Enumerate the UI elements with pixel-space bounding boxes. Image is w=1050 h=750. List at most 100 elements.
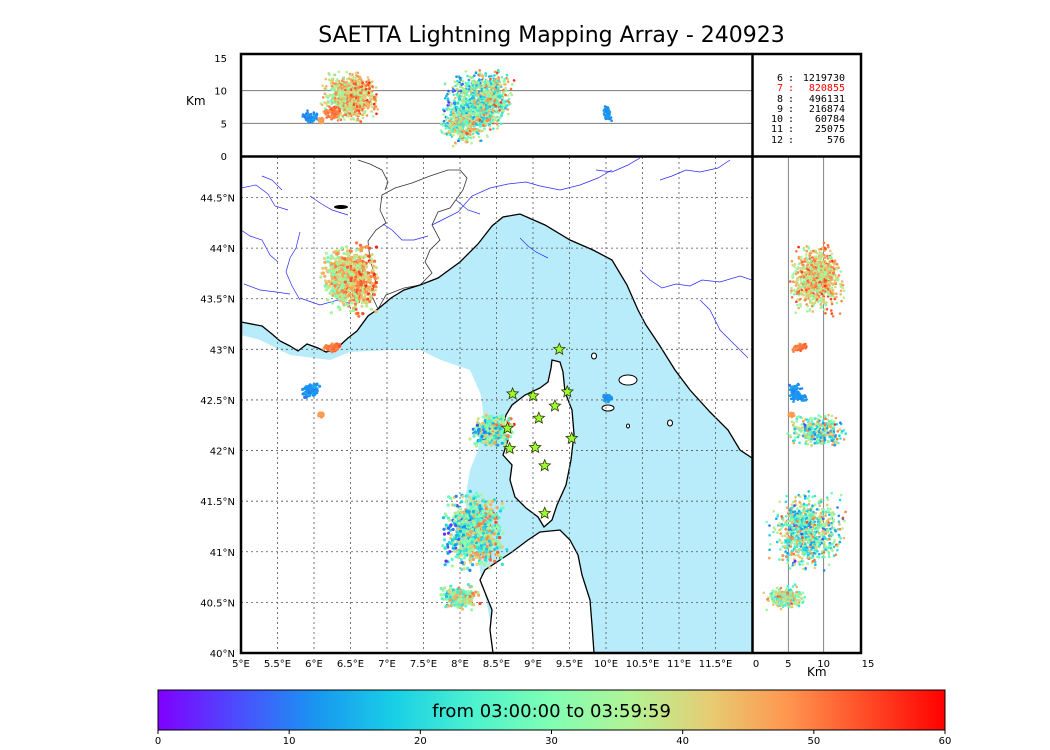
lightning-point: [326, 298, 330, 302]
lightning-point: [363, 255, 367, 259]
lightning-point: [326, 286, 330, 290]
lightning-point: [476, 533, 480, 538]
lightning-point-alt-lon: [352, 99, 356, 102]
lightning-point-alt-lon: [454, 84, 458, 87]
lightning-point: [459, 558, 463, 562]
lightning-point-alt-lon: [505, 73, 509, 77]
lightning-point: [325, 269, 329, 273]
lightning-point-alt-lon: [506, 99, 510, 103]
lightning-point-alt-lon: [500, 107, 503, 111]
lightning-point-alt-lon: [336, 111, 340, 114]
lightning-point: [450, 538, 454, 542]
lightning-point-alt-lon: [343, 118, 346, 121]
lightning-point: [365, 304, 369, 308]
lightning-point: [338, 287, 342, 291]
lightning-point-alt-lon: [337, 70, 341, 74]
lightning-point: [347, 275, 351, 279]
lightning-point: [490, 499, 495, 503]
lightning-point: [496, 439, 500, 443]
lightning-point-alt-lon: [351, 111, 354, 115]
lightning-point: [462, 556, 467, 560]
lightning-point: [489, 443, 494, 447]
lightning-point-alt-lon: [305, 112, 308, 115]
lightning-point-alt-lon: [320, 103, 324, 107]
lightning-point: [370, 287, 375, 291]
lightning-point: [448, 598, 452, 602]
lightning-point-alt-lon: [489, 85, 492, 89]
lightning-point: [362, 268, 367, 272]
lightning-point-alt-lon: [478, 95, 482, 99]
lightning-point: [338, 344, 342, 348]
lightning-point: [489, 507, 493, 511]
lightning-point-alt-lon: [361, 101, 365, 104]
lightning-point-alt-lon: [486, 107, 489, 110]
lightning-point: [493, 559, 497, 563]
lightning-point-alt-lon: [356, 86, 360, 89]
lightning-point-alt-lon: [504, 106, 507, 110]
lightning-point: [327, 344, 331, 349]
lightning-point-alt-lon: [359, 97, 362, 101]
lightning-point: [496, 433, 500, 438]
lightning-point-alt-lon: [364, 110, 367, 113]
lightning-point: [357, 270, 361, 274]
lightning-point: [468, 585, 472, 589]
lightning-point: [506, 434, 510, 439]
lightning-point: [359, 295, 363, 299]
lightning-point: [373, 277, 377, 281]
lightning-point: [477, 427, 481, 431]
lightning-point: [483, 430, 487, 435]
top-cluster-toulon: [322, 105, 342, 121]
lightning-point: [490, 425, 494, 429]
lon-tick-label: 10.5°E: [626, 659, 660, 670]
cluster-corsica-sw: [441, 489, 509, 573]
lightning-point-alt-lon: [366, 102, 370, 106]
station-star-marker: [500, 421, 515, 434]
lightning-point: [494, 520, 498, 524]
lightning-point: [449, 586, 453, 590]
lightning-point: [474, 430, 478, 434]
lightning-point: [474, 555, 478, 560]
lightning-point: [341, 290, 346, 294]
lightning-point: [330, 282, 334, 286]
lightning-point-alt-lon: [443, 97, 447, 100]
lightning-point-alt-lon: [323, 87, 327, 90]
lightning-point-alt-lon: [342, 91, 346, 94]
lightning-point: [471, 509, 475, 514]
lightning-point: [474, 590, 478, 594]
lightning-point: [476, 494, 480, 498]
lat-tick-label: 42°N: [210, 447, 235, 458]
lightning-point: [456, 511, 460, 515]
lightning-point: [480, 522, 484, 526]
lightning-point: [462, 549, 467, 553]
lightning-point: [445, 524, 449, 528]
lightning-point: [450, 557, 454, 562]
lightning-point-alt-lon: [368, 81, 371, 84]
lightning-point: [356, 285, 360, 290]
lightning-point-alt-lon: [333, 88, 337, 92]
lightning-point-alt-lon: [475, 131, 479, 134]
lightning-point: [373, 259, 377, 263]
lightning-point: [348, 292, 352, 297]
lightning-point: [441, 593, 446, 597]
lightning-point: [458, 516, 462, 520]
lightning-point: [483, 433, 488, 438]
lightning-point: [453, 503, 457, 507]
lightning-point: [477, 522, 481, 526]
station-markers: [500, 342, 579, 520]
lightning-point-alt-lon: [356, 96, 360, 100]
lightning-point: [350, 301, 354, 305]
lightning-point: [323, 284, 327, 288]
lightning-point-alt-lon: [338, 107, 341, 111]
lightning-point-alt-lon: [364, 88, 368, 91]
map-lightning-points: [301, 241, 614, 612]
lightning-point: [477, 593, 481, 597]
lightning-point: [328, 269, 332, 274]
lightning-point: [469, 554, 473, 558]
lightning-point: [446, 503, 450, 507]
lightning-point: [455, 590, 459, 594]
lightning-point: [501, 435, 505, 439]
lightning-point-alt-lon: [341, 86, 345, 90]
lightning-point: [473, 442, 477, 446]
lightning-point-alt-lon: [506, 108, 510, 111]
lightning-point-alt-lon: [478, 84, 481, 88]
